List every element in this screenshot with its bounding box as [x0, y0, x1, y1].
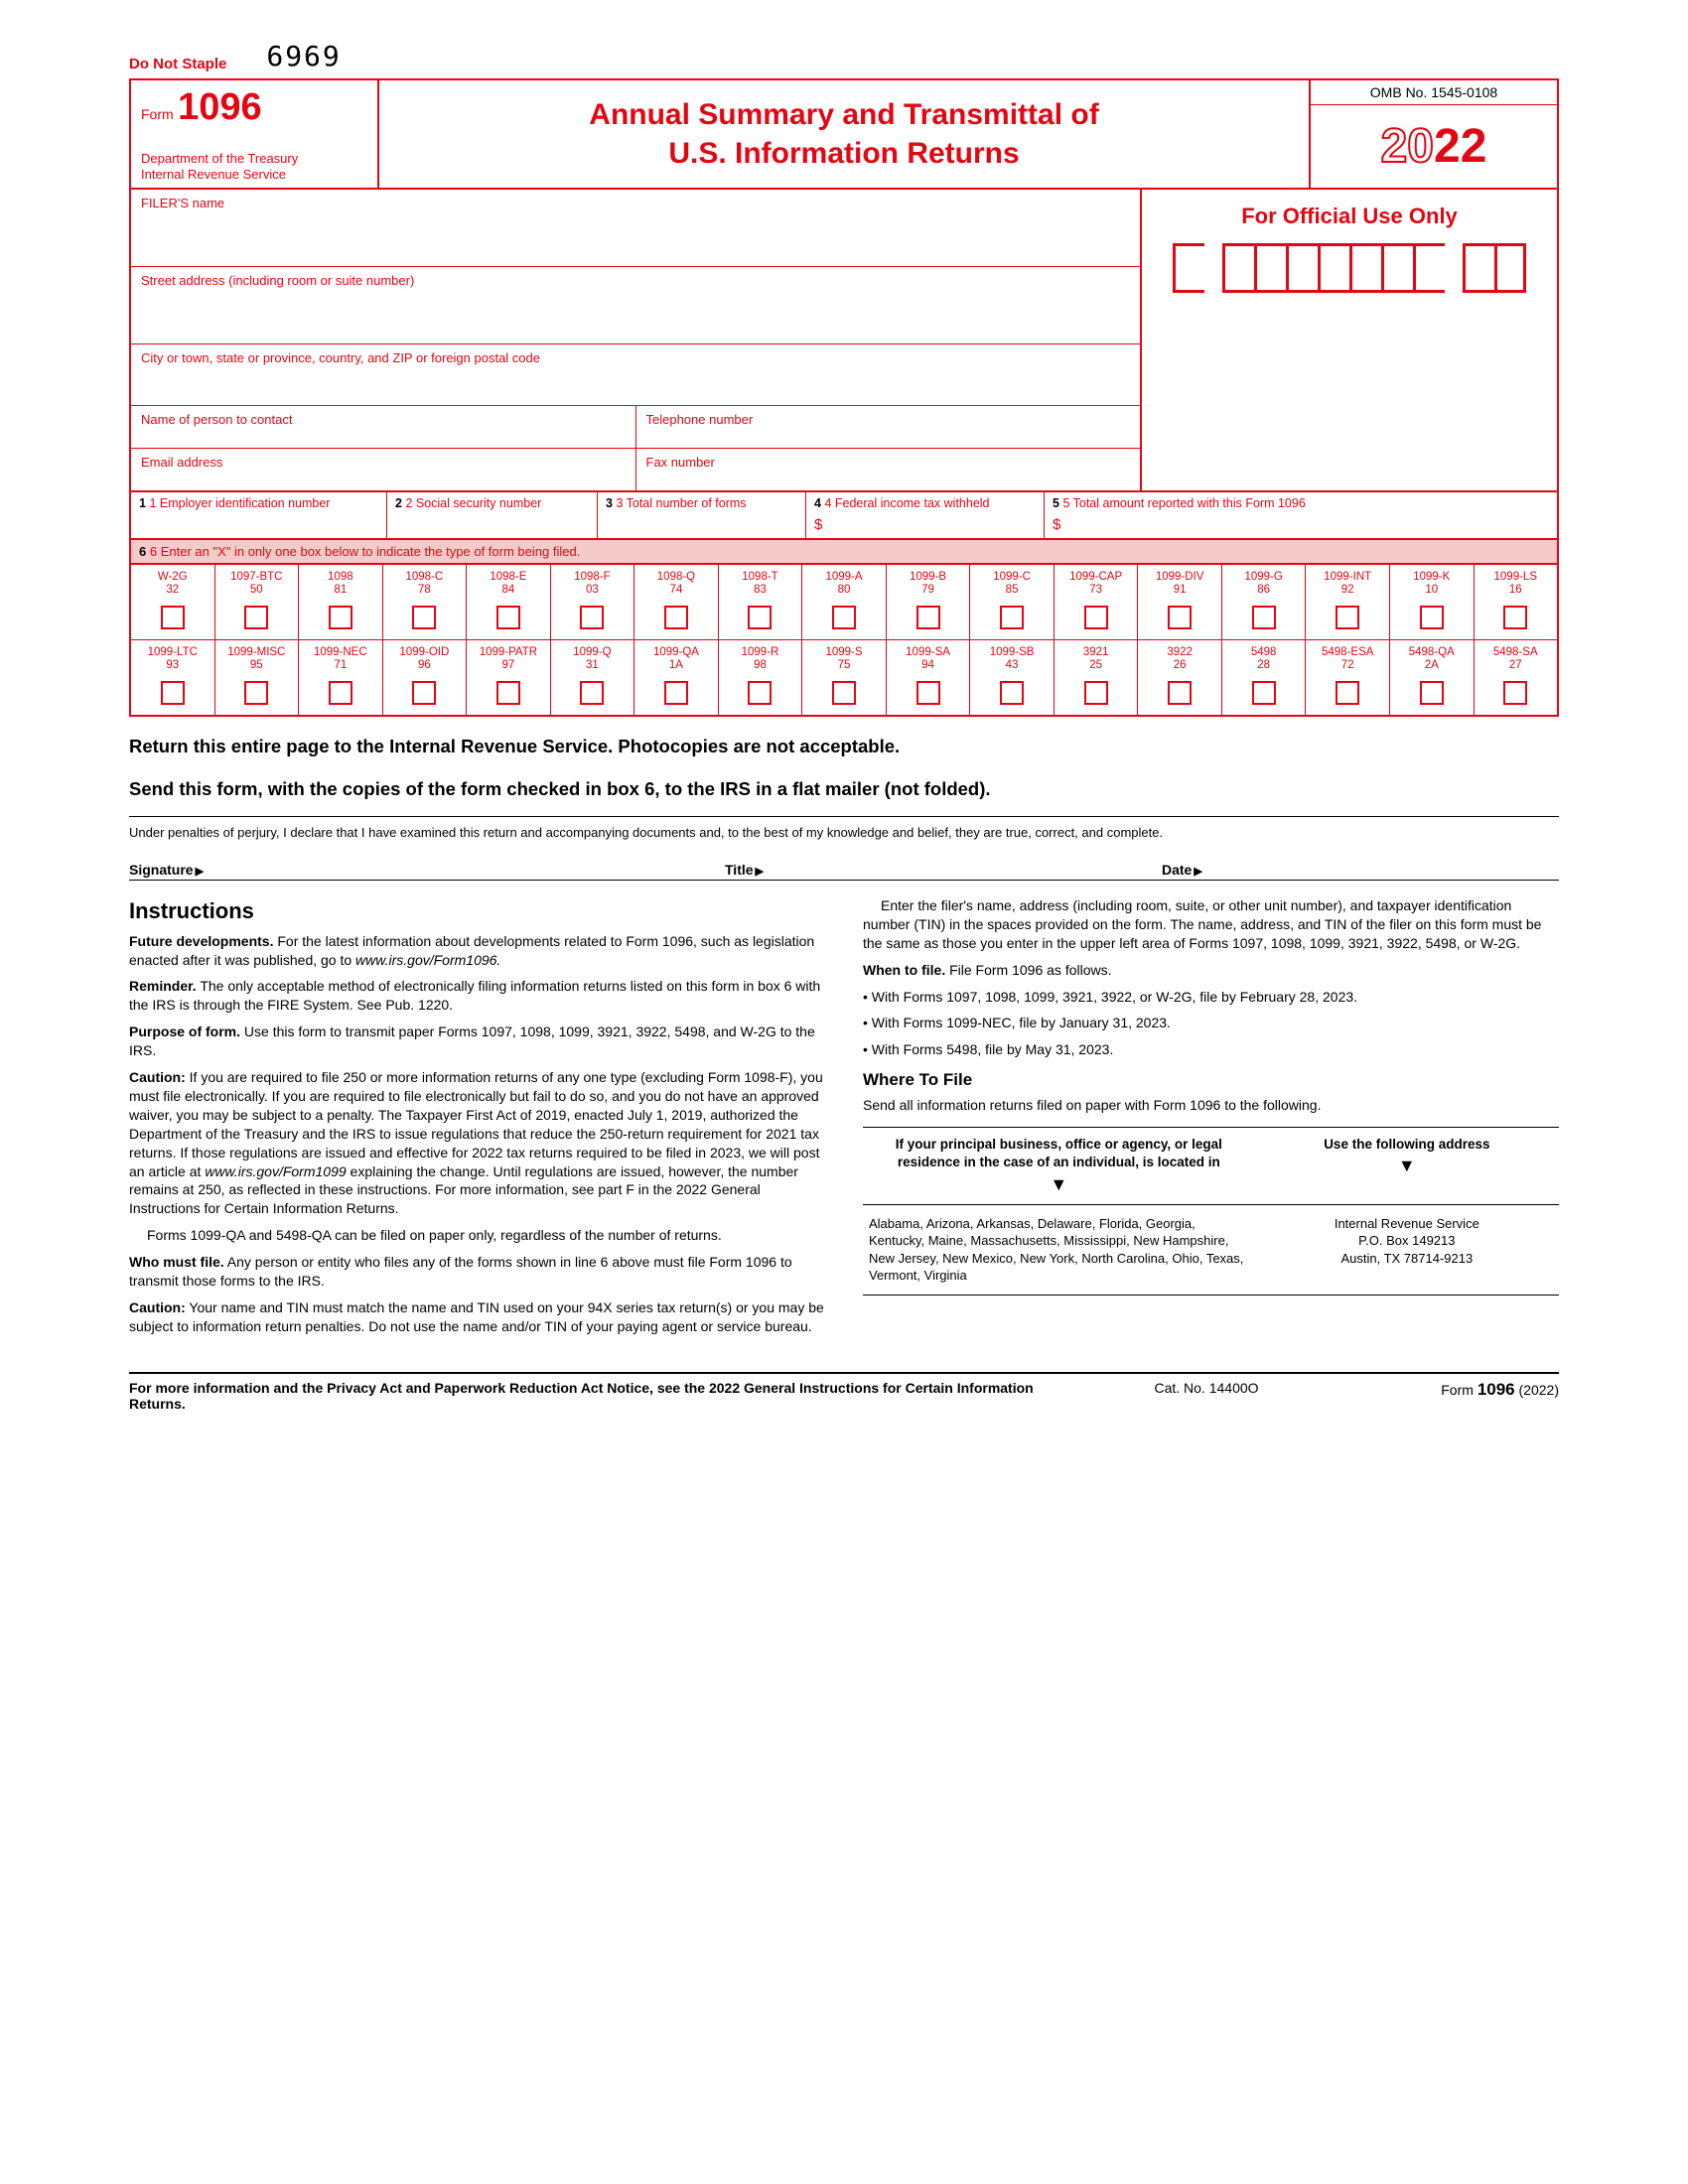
where-to-file-text: Send all information returns filed on pa… — [863, 1096, 1559, 1115]
city-field[interactable]: City or town, state or province, country… — [131, 344, 1140, 406]
form-type-1098-e[interactable]: 1098-E84 — [467, 565, 551, 639]
form-type-1099-cap[interactable]: 1099-CAP73 — [1055, 565, 1139, 639]
form-type-1097-btc[interactable]: 1097-BTC50 — [215, 565, 300, 639]
mailing-address: Internal Revenue Service P.O. Box 149213… — [1255, 1205, 1559, 1295]
return-line1: Return this entire page to the Internal … — [129, 735, 1559, 759]
form-label: Form — [141, 106, 174, 122]
box2-ssn[interactable]: 2 2 Social security number — [387, 492, 598, 538]
form-type-1099-b[interactable]: 1099-B79 — [887, 565, 971, 639]
box6-header: 6 6 Enter an "X" in only one box below t… — [129, 540, 1559, 565]
form-type-5498-qa[interactable]: 5498-QA2A — [1390, 640, 1475, 715]
form-type-1099-a[interactable]: 1099-A80 — [802, 565, 887, 639]
return-line2: Send this form, with the copies of the f… — [129, 777, 1559, 802]
box3-total-forms[interactable]: 3 3 Total number of forms — [598, 492, 806, 538]
form-type-1099-ltc[interactable]: 1099-LTC93 — [131, 640, 215, 715]
date-label: Date — [1162, 862, 1202, 878]
official-use-boxes — [1142, 243, 1557, 293]
form-type-1098-q[interactable]: 1098-Q74 — [634, 565, 719, 639]
filer-name-field[interactable]: FILER'S name — [131, 190, 1140, 267]
form-type-1099-qa[interactable]: 1099-QA1A — [634, 640, 719, 715]
perjury-statement: Under penalties of perjury, I declare th… — [129, 825, 1559, 842]
form-type-1099-q[interactable]: 1099-Q31 — [551, 640, 635, 715]
form-type-1099-g[interactable]: 1099-G86 — [1222, 565, 1307, 639]
bullet-3: • With Forms 5498, file by May 31, 2023. — [863, 1040, 1559, 1059]
omb-number: OMB No. 1545-0108 — [1311, 80, 1557, 105]
form-type-1099-c[interactable]: 1099-C85 — [970, 565, 1055, 639]
form-type-1099-sb[interactable]: 1099-SB43 — [970, 640, 1055, 715]
form-type-1098-c[interactable]: 1098-C78 — [383, 565, 468, 639]
official-use-title: For Official Use Only — [1142, 204, 1557, 229]
form-type-3922[interactable]: 392226 — [1138, 640, 1222, 715]
form-type-3921[interactable]: 392125 — [1055, 640, 1139, 715]
telephone-field[interactable]: Telephone number — [636, 406, 1141, 448]
email-field[interactable]: Email address — [131, 449, 636, 490]
year-suffix: 22 — [1434, 120, 1486, 173]
form-type-5498[interactable]: 549828 — [1222, 640, 1307, 715]
form-type-1099-sa[interactable]: 1099-SA94 — [887, 640, 971, 715]
box4-tax-withheld[interactable]: 4 4 Federal income tax withheld$ — [806, 492, 1045, 538]
fax-field[interactable]: Fax number — [636, 449, 1141, 490]
form-type-1098-t[interactable]: 1098-T83 — [719, 565, 803, 639]
instructions-heading: Instructions — [129, 896, 825, 926]
form-type-1099-div[interactable]: 1099-DIV91 — [1138, 565, 1222, 639]
form-type-1099-nec[interactable]: 1099-NEC71 — [299, 640, 383, 715]
form-type-1099-k[interactable]: 1099-K10 — [1390, 565, 1475, 639]
form-type-1099-oid[interactable]: 1099-OID96 — [383, 640, 468, 715]
form-number: 1096 — [178, 86, 262, 128]
footer-left: For more information and the Privacy Act… — [129, 1380, 1082, 1412]
title-line2: U.S. Information Returns — [379, 134, 1309, 173]
cat-no: Cat. No. 14400O — [1082, 1380, 1331, 1412]
form-type-1099-patr[interactable]: 1099-PATR97 — [467, 640, 551, 715]
form-type-1099-s[interactable]: 1099-S75 — [802, 640, 887, 715]
bullet-1: • With Forms 1097, 1098, 1099, 3921, 392… — [863, 988, 1559, 1007]
form-type-w-2g[interactable]: W-2G32 — [131, 565, 215, 639]
form-type-1098-f[interactable]: 1098-F03 — [551, 565, 635, 639]
street-field[interactable]: Street address (including room or suite … — [131, 267, 1140, 344]
title-label: Title — [725, 862, 764, 878]
qa-note: Forms 1099-QA and 5498-QA can be filed o… — [129, 1226, 825, 1245]
bullet-2: • With Forms 1099-NEC, file by January 3… — [863, 1014, 1559, 1032]
signature-label: Signature — [129, 862, 204, 878]
where-to-file-heading: Where To File — [863, 1069, 1559, 1092]
do-not-staple: Do Not Staple — [129, 56, 226, 72]
form-type-1099-int[interactable]: 1099-INT92 — [1306, 565, 1390, 639]
form-type-5498-esa[interactable]: 5498-ESA72 — [1306, 640, 1390, 715]
box1-ein[interactable]: 1 1 Employer identification number — [131, 492, 387, 538]
enter-filer: Enter the filer's name, address (includi… — [863, 896, 1559, 953]
barcode-digits: 6969 — [266, 40, 341, 72]
box5-total-amount[interactable]: 5 5 Total amount reported with this Form… — [1045, 492, 1557, 538]
form-header: Form 1096 Department of the Treasury Int… — [129, 78, 1559, 190]
year-prefix: 20 — [1381, 120, 1434, 173]
title-line1: Annual Summary and Transmittal of — [379, 95, 1309, 134]
dept-line1: Department of the Treasury — [141, 151, 367, 167]
contact-name-field[interactable]: Name of person to contact — [131, 406, 636, 448]
form-type-1098[interactable]: 109881 — [299, 565, 383, 639]
form-type-1099-r[interactable]: 1099-R98 — [719, 640, 803, 715]
form-type-5498-sa[interactable]: 5498-SA27 — [1475, 640, 1558, 715]
dept-line2: Internal Revenue Service — [141, 167, 367, 183]
form-type-1099-misc[interactable]: 1099-MISC95 — [215, 640, 300, 715]
states-list: Alabama, Arizona, Arkansas, Delaware, Fl… — [863, 1205, 1255, 1295]
form-type-1099-ls[interactable]: 1099-LS16 — [1475, 565, 1558, 639]
